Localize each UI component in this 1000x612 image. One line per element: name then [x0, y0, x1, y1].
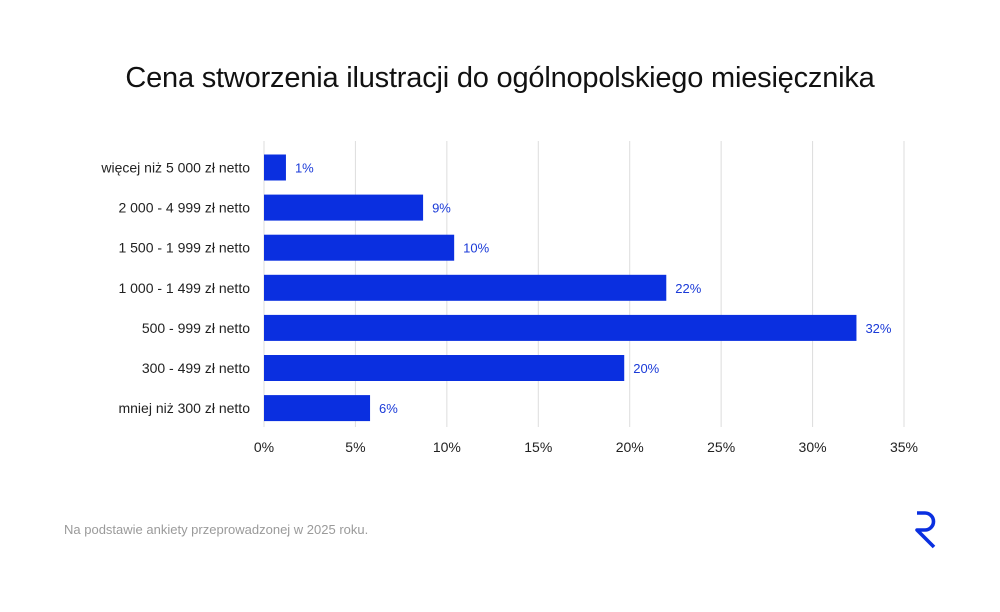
- category-label: 1 500 - 1 999 zł netto: [118, 240, 250, 256]
- data-label: 10%: [463, 241, 489, 256]
- category-label: 1 000 - 1 499 zł netto: [118, 280, 250, 296]
- x-tick-label: 0%: [254, 439, 274, 455]
- data-labels: 1% 9% 10% 22% 32% 20% 6%: [295, 161, 892, 417]
- x-tick-label: 15%: [524, 439, 552, 455]
- bar: [264, 194, 424, 221]
- bar: [264, 274, 667, 301]
- data-label: 1%: [295, 161, 314, 176]
- bars: [264, 154, 857, 422]
- bar: [264, 314, 857, 341]
- data-label: 9%: [432, 201, 451, 216]
- data-label: 22%: [675, 281, 701, 296]
- x-tick-label: 35%: [890, 439, 918, 455]
- data-label: 20%: [633, 361, 659, 376]
- data-label: 32%: [865, 321, 891, 336]
- x-tick-label: 10%: [433, 439, 461, 455]
- bar: [264, 395, 371, 422]
- category-label: 2 000 - 4 999 zł netto: [118, 200, 250, 216]
- footnote: Na podstawie ankiety przeprowadzonej w 2…: [64, 522, 369, 537]
- bar: [264, 234, 455, 261]
- x-axis-tick-labels: 0% 5% 10% 15% 20% 25% 30% 35%: [254, 439, 918, 455]
- category-labels: więcej niż 5 000 zł netto 2 000 - 4 999 z…: [100, 160, 250, 417]
- category-label: mniej niż 300 zł netto: [118, 400, 250, 416]
- x-tick-label: 25%: [707, 439, 735, 455]
- x-tick-label: 20%: [616, 439, 644, 455]
- x-tick-label: 30%: [799, 439, 827, 455]
- brand-r-logo-icon: [915, 511, 936, 549]
- bar: [264, 355, 625, 381]
- category-label: 300 - 499 zł netto: [142, 360, 250, 376]
- category-label: więcej niż 5 000 zł netto: [100, 160, 250, 176]
- category-label: 500 - 999 zł netto: [142, 320, 250, 336]
- bar: [264, 154, 286, 181]
- chart-title: Cena stworzenia ilustracji do ogólnopols…: [125, 62, 875, 94]
- data-label: 6%: [379, 401, 398, 416]
- x-tick-label: 5%: [345, 439, 365, 455]
